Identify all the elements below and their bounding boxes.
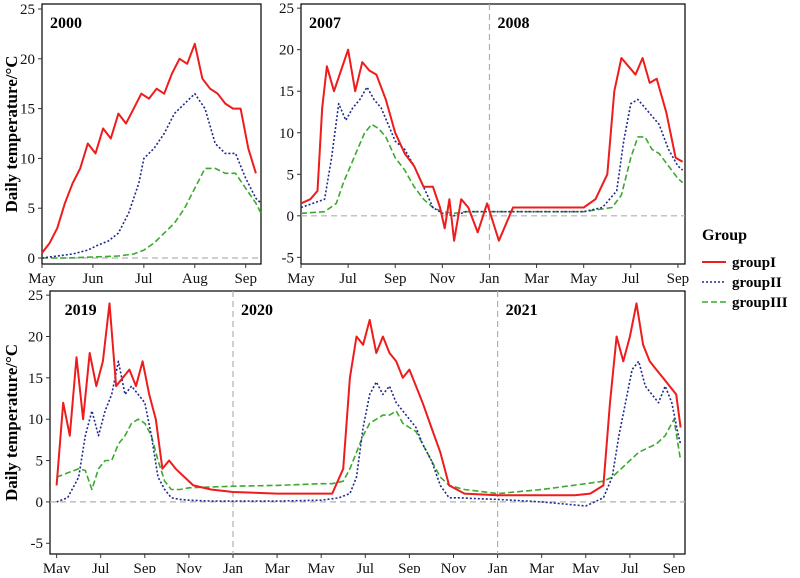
y-tick-label: 5 [28, 201, 36, 217]
legend-label-groupI: groupI [732, 255, 776, 271]
x-tick-label: Jul [622, 271, 640, 287]
x-tick-label: Nov [441, 561, 467, 573]
x-tick-label: Jan [479, 271, 499, 287]
y-tick-label: 0 [287, 209, 295, 225]
x-tick-label: Jan [488, 561, 508, 573]
y-tick-label: 0 [28, 251, 36, 267]
x-tick-label: Mar [265, 561, 290, 573]
y-tick-label: 10 [279, 126, 294, 142]
x-tick-label: Jun [83, 271, 104, 287]
year-label: 2021 [506, 302, 538, 319]
x-tick-label: May [570, 271, 598, 287]
legend-label-groupIII: groupIII [732, 295, 788, 311]
x-tick-label: Sep [134, 561, 157, 573]
y-tick-label: 15 [20, 102, 35, 118]
x-tick-label: Jul [92, 561, 110, 573]
x-tick-label: Aug [182, 271, 208, 287]
legend-title: Group [702, 227, 747, 244]
y-tick-label: 25 [279, 1, 294, 17]
year-label: 2020 [241, 302, 273, 319]
series-line-groupI [300, 48, 684, 242]
panel-2007-2008: -5 0 5 10 15 20 25 May Jul Sep Nov Jan Mar May Jul Sep 2… [279, 1, 689, 287]
x-tick-label: May [572, 561, 600, 573]
legend-item-groupI: groupI [702, 255, 776, 271]
year-label: 2000 [50, 15, 82, 32]
y-axis-label: Daily temperature/°C [2, 55, 21, 212]
y-tick-label: 5 [287, 167, 295, 183]
legend-item-groupII: groupII [702, 275, 782, 291]
x-tick-label: Nov [429, 271, 455, 287]
panel-2019-2021: -5 0 5 10 15 20 25 May Jul Sep Nov Jan Mar May Jul Sep N… [2, 288, 686, 577]
y-tick-label: 10 [20, 151, 35, 167]
series-line-groupI [55, 302, 682, 497]
series-line-groupI [41, 42, 257, 254]
y-tick-label: 15 [279, 84, 294, 100]
x-tick-label: Jan [223, 561, 243, 573]
y-tick-label: 20 [20, 52, 35, 68]
x-tick-label: Jul [357, 561, 375, 573]
y-tick-label: 15 [28, 371, 43, 387]
x-tick-label: Sep [663, 561, 686, 573]
year-label: 2019 [65, 302, 97, 319]
y-tick-label: 25 [20, 2, 35, 18]
legend-item-groupIII: groupIII [702, 295, 788, 311]
y-tick-label: -5 [282, 250, 295, 266]
y-tick-label: 5 [36, 454, 44, 470]
x-tick-label: May [28, 271, 56, 287]
y-axis-label: Daily temperature/°C [2, 344, 21, 501]
y-tick-label: 20 [28, 329, 43, 345]
x-tick-label: Jul [621, 561, 639, 573]
panel-2000: 0 5 10 15 20 25 May Jun Jul Aug Sep Daily temperatu… [2, 2, 262, 287]
x-tick-label: Sep [384, 271, 407, 287]
series-line-groupIII [42, 167, 262, 259]
y-tick-label: -5 [31, 536, 44, 552]
y-tick-label: 20 [279, 43, 294, 59]
y-tick-label: 25 [28, 288, 43, 304]
year-label: 2008 [497, 15, 529, 32]
y-tick-label: 10 [28, 412, 43, 428]
x-tick-label: Sep [234, 271, 257, 287]
x-tick-label: Jul [339, 271, 357, 287]
year-label: 2007 [309, 15, 341, 32]
x-tick-label: Mar [529, 561, 554, 573]
x-tick-label: Sep [398, 561, 421, 573]
series-line-groupII [41, 92, 262, 259]
x-tick-label: May [307, 561, 335, 573]
y-tick-label: 0 [36, 495, 44, 511]
x-tick-label: Sep [667, 271, 690, 287]
plot-frame [41, 3, 262, 265]
legend: Group groupI groupII groupIII [702, 227, 788, 311]
x-tick-label: May [287, 271, 315, 287]
x-tick-label: May [43, 561, 71, 573]
series-line-groupIII [56, 410, 682, 495]
x-tick-label: Jul [135, 271, 153, 287]
x-tick-label: Nov [176, 561, 202, 573]
legend-label-groupII: groupII [732, 275, 782, 291]
x-tick-label: Mar [524, 271, 549, 287]
